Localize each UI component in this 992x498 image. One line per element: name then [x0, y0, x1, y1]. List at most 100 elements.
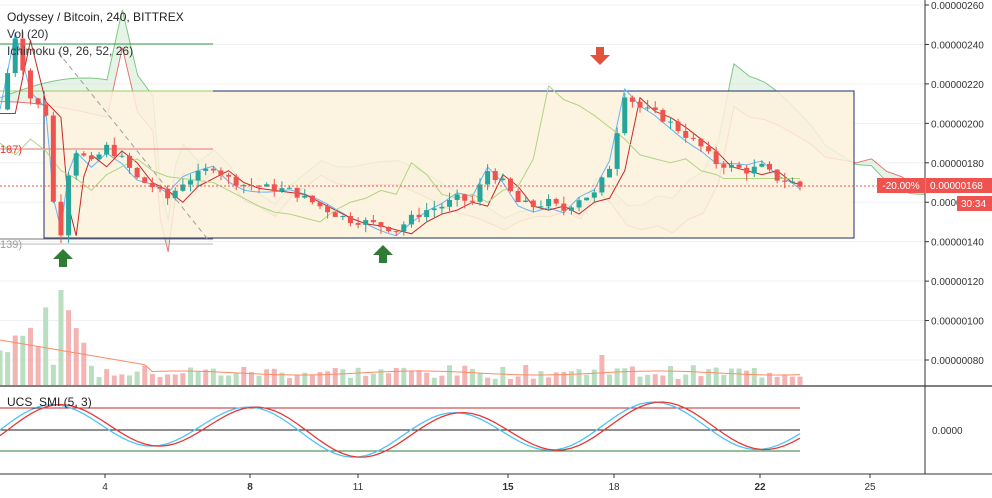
volume-bar — [27, 327, 33, 385]
volume-bar — [73, 328, 79, 385]
volume-bar — [690, 365, 696, 385]
candle-body — [279, 188, 285, 192]
candle-body — [698, 138, 704, 147]
volume-bar — [332, 367, 338, 385]
volume-bar — [500, 366, 506, 385]
volume-bar — [340, 369, 346, 385]
volume-bar — [302, 372, 308, 385]
volume-bar — [195, 371, 201, 385]
candle-body — [500, 178, 506, 181]
price-tick-label: 0.00000200 — [931, 119, 984, 130]
candle-body — [73, 153, 79, 176]
candle-body — [5, 73, 11, 110]
candle-body — [317, 202, 323, 207]
candle-body — [248, 184, 254, 186]
candle-body — [538, 206, 544, 208]
volume-bar — [614, 368, 620, 385]
candle-body — [782, 180, 788, 182]
volume-bar — [454, 375, 460, 385]
volume-bar — [96, 376, 102, 385]
volume-bar — [774, 376, 780, 385]
candle-body — [355, 223, 361, 225]
volume-bar — [248, 372, 254, 385]
candle-body — [165, 188, 171, 199]
candle-body — [363, 220, 369, 225]
candle-body — [340, 216, 346, 218]
volume-bar — [599, 355, 605, 385]
volume-bar — [66, 310, 72, 385]
candle-body — [111, 144, 117, 157]
time-tick-label: 8 — [247, 482, 253, 493]
candle-body — [546, 199, 552, 207]
candles — [5, 31, 803, 244]
symbol-legend[interactable]: Odyssey / Bitcoin, 240, BITTREX — [7, 10, 184, 24]
volume-bar — [20, 335, 26, 385]
volume-bar — [485, 377, 491, 385]
volume-bar — [667, 366, 673, 385]
smi-legend[interactable]: UCS_SMI (5, 3) — [7, 395, 92, 409]
volume-bar — [782, 375, 788, 385]
candle-body — [43, 104, 49, 116]
candle-body — [226, 174, 232, 177]
candle-body — [88, 155, 94, 159]
candle-body — [477, 184, 483, 202]
volume-bar — [226, 375, 232, 385]
last-price-tag — [926, 178, 992, 193]
candle-body — [370, 220, 376, 223]
candle-body — [119, 155, 125, 157]
volume-bar — [584, 374, 590, 385]
candle-body — [378, 222, 384, 227]
volume-ma-line — [0, 339, 801, 376]
volume-bar — [546, 377, 552, 385]
smi-axis-label: 0.0000 — [932, 426, 963, 437]
candle-body — [347, 216, 353, 224]
candle-body — [408, 214, 414, 225]
candle-body — [713, 151, 719, 165]
annotation-box[interactable] — [43, 90, 855, 239]
volume-bar — [363, 375, 369, 385]
candle-body — [683, 131, 689, 138]
trend-line[interactable] — [57, 51, 211, 243]
volume-bar — [111, 375, 117, 385]
time-tick-label: 25 — [864, 482, 876, 493]
volume-bar — [675, 378, 681, 385]
base-line — [0, 40, 801, 236]
candle-body — [149, 182, 155, 188]
volume-bar — [462, 365, 468, 385]
volume-bar — [728, 368, 734, 385]
candle-body — [195, 170, 201, 181]
candle-body — [607, 168, 613, 178]
price-tick-label: 0.00000180 — [931, 159, 984, 170]
volume-bar — [607, 374, 613, 385]
volume-bar — [119, 374, 125, 385]
candle-body — [172, 190, 178, 199]
volume-bar — [767, 372, 773, 385]
candle-body — [660, 109, 666, 122]
time-tick-label: 15 — [502, 482, 514, 493]
time-axis[interactable]: 4 8 11 15 18 22 25 — [102, 474, 876, 493]
candle-body — [393, 231, 399, 233]
smi-line — [0, 401, 801, 458]
candle-body — [180, 184, 186, 191]
candle-body — [614, 133, 620, 169]
candle-body — [751, 166, 757, 174]
volume-bar — [264, 369, 270, 385]
volume-bar — [416, 370, 422, 385]
volume-legend[interactable]: Vol (20) — [7, 27, 48, 41]
price-tick-label: 0.00000240 — [931, 40, 984, 51]
candle-body — [523, 200, 529, 203]
ichimoku-legend[interactable]: Ichimoku (9, 26, 52, 26) — [7, 44, 133, 58]
candle-body — [515, 190, 521, 203]
sell-arrow-icon — [590, 47, 610, 65]
volume-bar — [104, 369, 110, 385]
level-label-187: 187) — [0, 144, 22, 156]
volume-bar — [256, 375, 262, 385]
candle-body — [584, 197, 590, 201]
volume-bar — [88, 365, 94, 385]
volume-bar — [645, 374, 651, 385]
candle-body — [736, 164, 742, 168]
candle-body — [256, 185, 262, 187]
candle-body — [294, 187, 300, 198]
volume-bar — [309, 374, 315, 385]
